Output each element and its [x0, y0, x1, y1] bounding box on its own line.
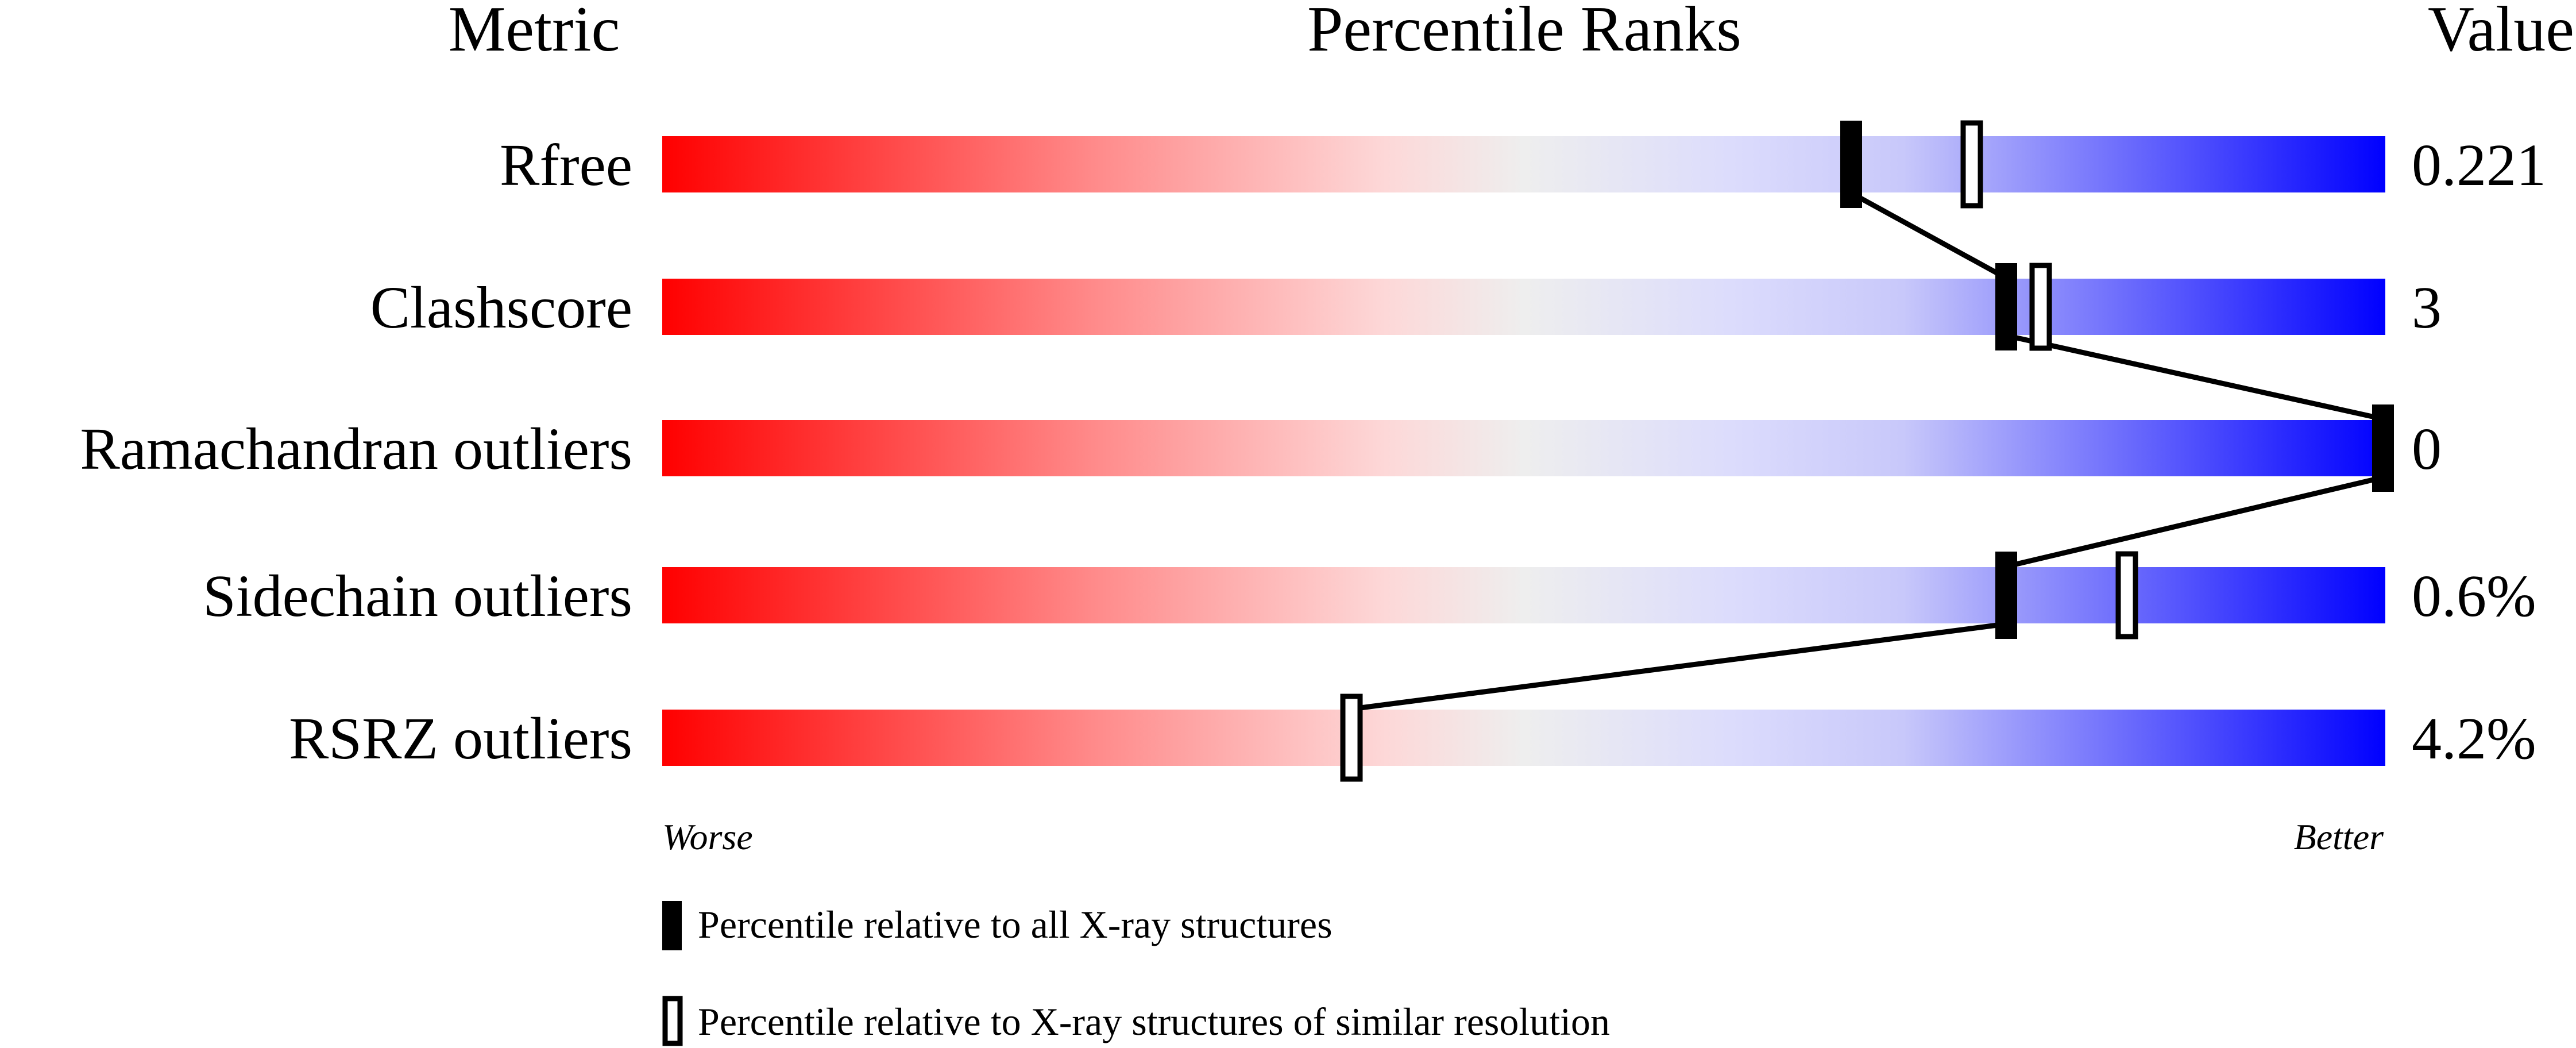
metric-label: Rfree: [500, 132, 632, 198]
marker-similar-resolution: [1960, 120, 1983, 209]
better-label: Better: [2294, 816, 2384, 857]
marker-all-structures: [1995, 263, 2017, 350]
marker-similar-resolution: [2115, 551, 2138, 639]
metric-value: 0.6%: [2412, 563, 2536, 629]
metric-value: 3: [2412, 275, 2442, 341]
metric-label: RSRZ outliers: [289, 706, 632, 772]
metric-value: 0: [2412, 416, 2442, 482]
metric-label: Sidechain outliers: [203, 563, 632, 629]
metric-label: Ramachandran outliers: [80, 416, 632, 482]
percentile-bar: [662, 279, 2385, 335]
legend-open-label: Percentile relative to X-ray structures …: [698, 1000, 1610, 1043]
marker-all-structures: [2372, 404, 2394, 492]
marker-similar-resolution: [2029, 263, 2052, 351]
marker-all-structures: [1995, 552, 2017, 639]
legend-filled-label: Percentile relative to all X-ray structu…: [698, 903, 1333, 946]
header-value: Value: [2428, 0, 2574, 65]
metric-value: 4.2%: [2412, 706, 2536, 772]
percentile-bar: [662, 710, 2385, 766]
marker-all-structures: [1840, 121, 1862, 208]
connector-line: [1849, 191, 2008, 280]
connector-line: [2005, 474, 2386, 569]
legend-filled-swatch: [662, 901, 682, 950]
percentile-bar: [662, 136, 2385, 192]
percentile-bar: [662, 420, 2385, 476]
legend-open-swatch: [662, 996, 683, 1046]
header-percentile-ranks: Percentile Ranks: [1307, 0, 1741, 65]
header-metric: Metric: [449, 0, 620, 65]
marker-similar-resolution: [1340, 693, 1363, 782]
connector-line: [1351, 621, 2007, 712]
metric-label: Clashscore: [370, 275, 632, 341]
metric-value: 0.221: [2412, 132, 2546, 198]
connector-line: [2006, 333, 2386, 422]
worse-label: Worse: [662, 816, 753, 857]
percentile-bar: [662, 567, 2385, 623]
